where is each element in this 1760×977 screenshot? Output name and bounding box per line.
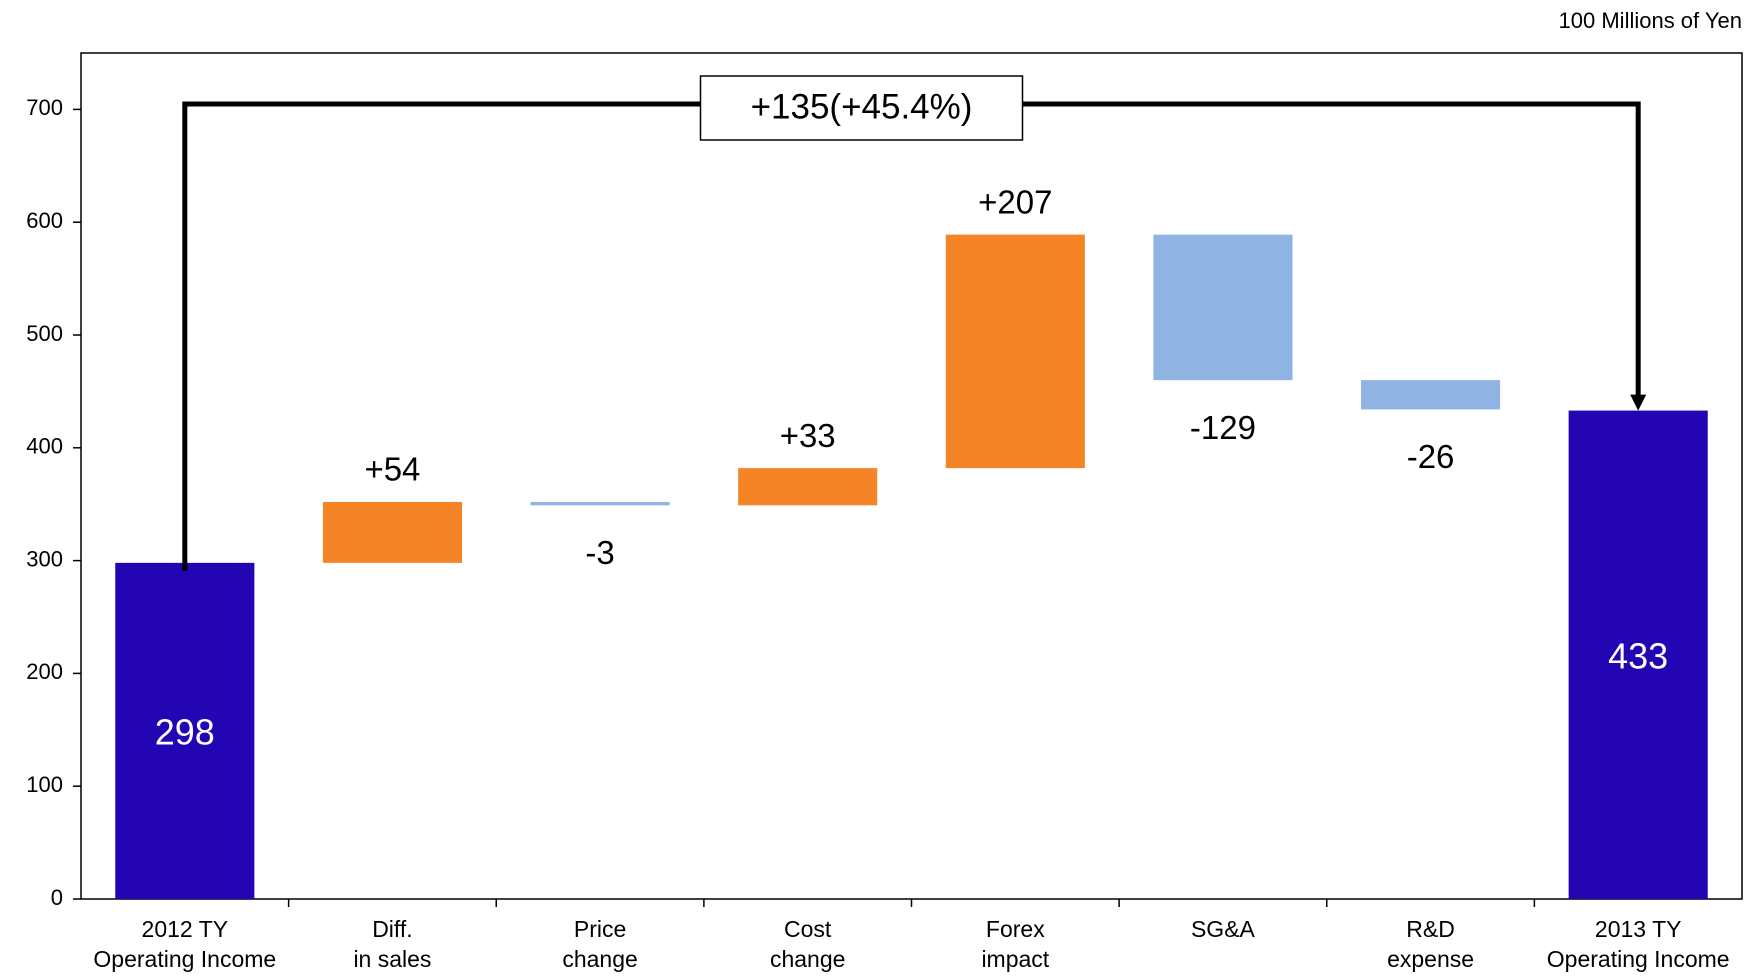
value-label: -26 <box>1407 438 1455 475</box>
bar <box>322 501 462 563</box>
plot-frame <box>80 52 1743 900</box>
unit-label: 100 Millions of Yen <box>1559 8 1742 33</box>
bar <box>945 234 1085 469</box>
bar <box>530 501 670 506</box>
value-label: +207 <box>978 183 1052 220</box>
y-tick-label: 500 <box>26 321 63 346</box>
x-tick-label: Forex <box>986 916 1045 942</box>
y-tick-label: 700 <box>26 95 63 120</box>
y-tick-label: 200 <box>26 659 63 684</box>
x-tick-label: change <box>562 946 637 972</box>
x-tick-label: Cost <box>784 916 832 942</box>
x-tick-label: Operating Income <box>93 946 276 972</box>
bar <box>1568 410 1708 899</box>
y-tick-label: 600 <box>26 208 63 233</box>
bar <box>1361 380 1501 410</box>
annotation-box <box>699 75 1024 141</box>
y-tick-label: 400 <box>26 434 63 459</box>
bracket <box>182 101 1641 571</box>
value-label: -129 <box>1190 409 1256 446</box>
arrow-head <box>1630 394 1647 411</box>
value-label: -3 <box>585 534 614 571</box>
x-tick-label: change <box>770 946 845 972</box>
bar <box>115 562 255 899</box>
value-label: +33 <box>780 417 836 454</box>
annotation: +135(+45.4%) <box>751 87 973 126</box>
bar <box>738 468 878 506</box>
x-tick-label: 2012 TY <box>142 916 229 942</box>
x-tick-label: R&D <box>1406 916 1455 942</box>
value-label: +54 <box>364 451 420 488</box>
value-label: 298 <box>155 711 215 752</box>
x-tick-label: Price <box>574 916 626 942</box>
x-tick-label: in sales <box>353 946 431 972</box>
y-tick-label: 100 <box>26 772 63 797</box>
y-tick-label: 0 <box>51 885 63 910</box>
value-label: 433 <box>1608 635 1668 676</box>
y-tick-label: 300 <box>26 546 63 571</box>
x-tick-label: Diff. <box>372 916 412 942</box>
x-tick-label: expense <box>1387 946 1474 972</box>
x-tick-label: 2013 TY <box>1595 916 1682 942</box>
x-tick-label: SG&A <box>1191 916 1256 942</box>
x-tick-label: Operating Income <box>1547 946 1730 972</box>
x-tick-label: impact <box>981 946 1049 972</box>
bar <box>1153 234 1293 381</box>
